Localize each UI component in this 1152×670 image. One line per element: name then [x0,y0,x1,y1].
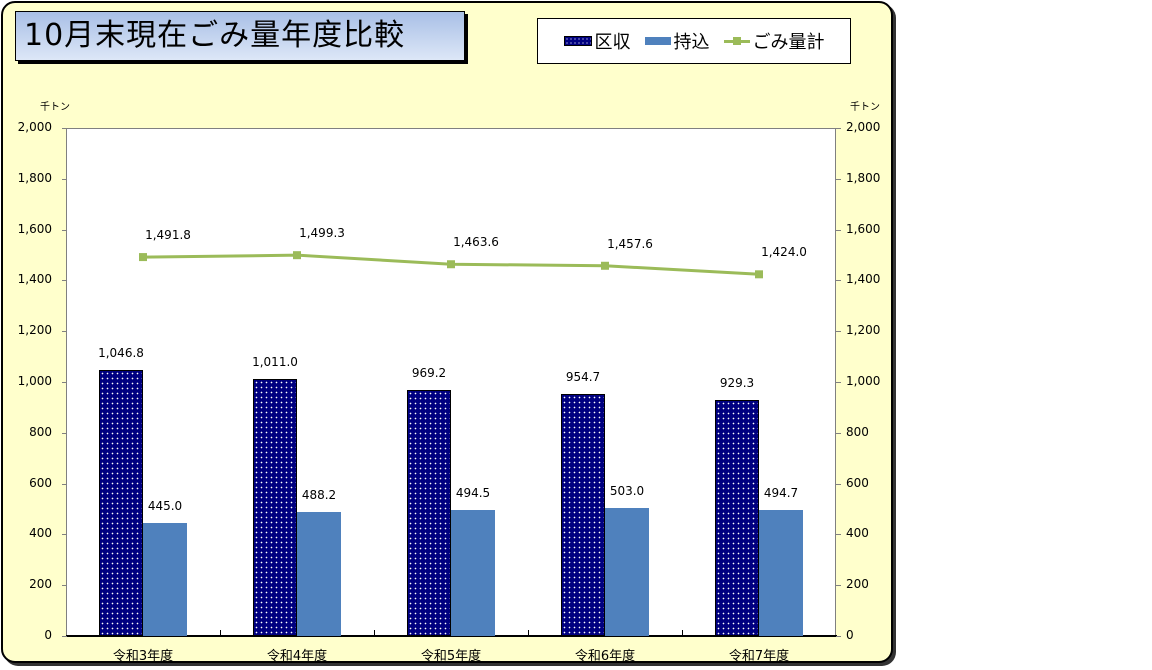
tick-mark [836,432,841,434]
tick-mark [836,636,841,637]
tick-mark [62,534,67,536]
bar-kushu [99,370,143,636]
y-tick-right: 1,400 [846,272,881,287]
y-tick-left: 1,800 [17,170,52,185]
y-tick-left: 400 [29,526,52,541]
legend-swatch-mochikomi-icon [644,37,671,45]
data-label-kushu: 1,011.0 [252,355,298,370]
legend-item-mochikomi: 持込 [644,28,710,54]
y-tick-left: 0 [44,628,52,642]
x-tick-mark [528,630,529,636]
data-label-total: 1,463.6 [453,235,499,250]
tick-mark [836,483,841,485]
tick-mark [62,636,67,637]
data-label-mochikomi: 445.0 [147,498,183,513]
y-tick-right: 1,000 [846,374,881,388]
y-tick-left: 1,400 [17,272,52,287]
tick-mark [62,483,67,485]
x-axis [66,635,837,637]
y-axis-unit-left: 千トン [40,102,70,113]
data-label-total: 1,491.8 [145,228,191,243]
y-tick-right: 600 [846,475,869,490]
x-tick-mark [374,630,375,636]
tick-mark [62,585,67,587]
legend-label: 区収 [594,32,631,53]
tick-mark [62,128,67,129]
tick-mark [62,178,67,180]
data-label-total: 1,499.3 [299,226,345,241]
y-tick-left: 200 [29,577,52,592]
legend: 区収 持込 ごみ量計 [537,18,851,64]
data-label-kushu: 929.3 [719,375,755,390]
tick-mark [836,382,841,383]
data-label-mochikomi: 494.7 [763,486,799,501]
legend-swatch-total-icon [723,36,750,45]
line-marker [447,260,455,269]
bar-mochikomi [759,510,803,636]
x-category-label: 令和5年度 [420,649,482,664]
data-label-total: 1,424.0 [761,245,807,260]
y-tick-left: 1,200 [17,323,52,338]
x-category-label: 令和4年度 [266,649,328,664]
chart-title: 10月末現在ごみ量年度比較 [15,11,465,61]
x-category-label: 令和7年度 [728,649,790,664]
data-label-kushu: 1,046.8 [98,346,144,361]
y-tick-right: 800 [846,424,869,439]
y-tick-right: 200 [846,577,869,592]
bar-kushu [407,389,451,636]
y-tick-left: 2,000 [17,120,52,134]
bar-mochikomi [297,511,341,636]
tick-mark [836,331,841,333]
legend-swatch-kushu-icon [563,36,592,46]
legend-label: ごみ量計 [752,32,825,53]
bar-kushu [253,379,297,636]
tick-mark [836,280,841,282]
y-tick-right: 1,200 [846,323,881,338]
data-label-mochikomi: 503.0 [609,484,645,499]
data-label-kushu: 969.2 [411,365,447,380]
legend-item-kushu: 区収 [563,28,631,54]
y-tick-left: 1,600 [17,221,52,236]
bar-kushu [561,393,605,636]
tick-mark [836,534,841,536]
tick-mark [836,178,841,180]
bar-mochikomi [605,508,649,636]
y-tick-left: 800 [29,424,52,439]
y-axis-unit-right: 千トン [850,102,880,113]
tick-mark [836,128,841,129]
tick-mark [62,432,67,434]
tick-mark [62,280,67,282]
y-tick-right: 1,800 [846,170,881,185]
x-tick-mark [682,630,683,636]
x-category-label: 令和6年度 [574,649,636,664]
y-tick-right: 0 [846,628,854,642]
bar-mochikomi [143,522,187,636]
y-tick-left: 1,000 [17,374,52,388]
tick-mark [836,585,841,587]
tick-mark [62,382,67,383]
tick-mark [836,229,841,231]
y-tick-left: 600 [29,475,52,490]
data-label-mochikomi: 494.5 [455,486,491,501]
data-label-mochikomi: 488.2 [301,487,337,502]
tick-mark [62,229,67,231]
line-marker [755,270,763,279]
y-tick-right: 1,600 [846,221,881,236]
tick-mark [62,331,67,333]
x-category-label: 令和3年度 [112,649,174,664]
legend-item-total: ごみ量計 [723,28,825,54]
bar-mochikomi [451,510,495,636]
y-tick-right: 400 [846,526,869,541]
x-tick-mark [220,630,221,636]
line-marker [601,261,609,270]
line-marker [293,251,301,260]
bar-kushu [715,399,759,636]
legend-label: 持込 [673,32,710,53]
y-tick-right: 2,000 [846,120,881,134]
data-label-kushu: 954.7 [565,369,601,384]
line-marker [139,253,147,262]
data-label-total: 1,457.6 [607,236,653,251]
